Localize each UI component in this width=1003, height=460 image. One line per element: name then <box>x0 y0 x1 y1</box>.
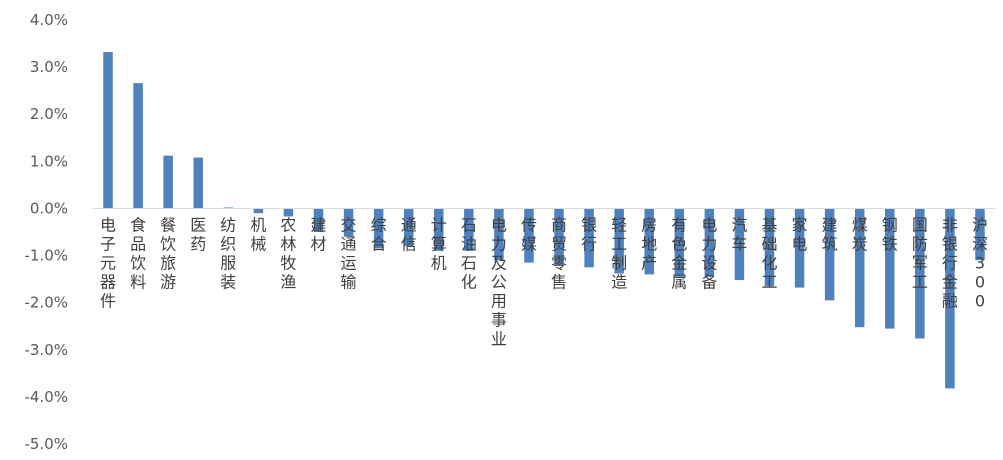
bar <box>554 208 564 265</box>
bar <box>824 208 835 301</box>
category-label: 钢铁 <box>882 215 898 253</box>
bar <box>764 208 775 287</box>
bar <box>283 208 294 217</box>
category-label: 电力设备 <box>701 215 717 291</box>
category-label: 非银行金融 <box>942 215 958 310</box>
y-tick-label: 2.0% <box>30 105 68 123</box>
category-label: 有色金属 <box>671 215 687 291</box>
bar <box>794 208 805 288</box>
bar <box>945 208 955 389</box>
bars <box>103 52 985 389</box>
y-tick-label: -2.0% <box>24 294 68 312</box>
category-label: 传媒 <box>521 215 537 253</box>
category-label: 医药 <box>190 215 206 253</box>
bar <box>193 157 203 209</box>
category-label: 餐饮旅游 <box>160 215 176 291</box>
bar <box>734 208 745 281</box>
category-label: 房地产 <box>641 215 657 272</box>
bar <box>854 208 865 328</box>
category-label: 沪深 3 0 0 <box>972 215 988 310</box>
category-label: 轻工制造 <box>611 215 627 291</box>
category-label: 煤炭 <box>852 215 868 253</box>
y-tick-label: 1.0% <box>30 152 68 170</box>
bar <box>644 208 654 275</box>
y-tick-label: -4.0% <box>24 388 68 406</box>
y-axis: 4.0% 3.0% 2.0% 1.0% 0.0% -1.0% -2.0% -3.0% -4.0%… <box>24 11 68 453</box>
category-label: 建筑 <box>822 215 838 253</box>
category-label: 基础化工 <box>761 215 777 291</box>
category-label: 银行 <box>581 215 597 253</box>
category-label: 商贸零售 <box>551 215 567 291</box>
category-label: 汽车 <box>731 215 747 253</box>
category-label: 机械 <box>250 215 266 253</box>
bar <box>524 208 534 263</box>
category-label: 农林牧渔 <box>280 215 296 291</box>
category-label: 交通运输 <box>341 215 357 291</box>
category-label: 石油石化 <box>461 215 477 291</box>
bar <box>313 208 324 232</box>
y-tick-label: 0.0% <box>30 199 68 217</box>
bar <box>614 208 624 274</box>
bar <box>464 208 474 251</box>
category-labels: 电子元器件食品饮料餐饮旅游医药纺织服装机械农林牧渔建材交通运输综合通信计算机石油… <box>100 215 988 348</box>
bar <box>343 208 354 237</box>
bar <box>373 208 384 249</box>
category-label: 综合 <box>371 215 387 253</box>
bar <box>253 208 264 214</box>
category-label: 电子元器件 <box>100 215 116 310</box>
y-tick-label: 3.0% <box>30 58 68 76</box>
bar <box>133 83 143 209</box>
bar <box>704 208 715 277</box>
y-tick-label: 4.0% <box>30 11 68 29</box>
category-label: 计算机 <box>431 215 447 272</box>
category-label: 电力及公用事业 <box>491 215 507 348</box>
bar <box>163 155 173 209</box>
bar <box>403 208 414 247</box>
bar <box>674 208 685 277</box>
bar <box>584 208 594 268</box>
y-tick-label: -1.0% <box>24 247 68 265</box>
bar <box>885 208 895 329</box>
bar <box>915 208 925 339</box>
category-label: 建材 <box>310 215 326 253</box>
category-label: 家电 <box>792 215 808 253</box>
category-label: 国防军工 <box>912 215 928 291</box>
bar <box>494 208 504 261</box>
bar <box>434 208 444 251</box>
category-label: 食品饮料 <box>130 215 146 291</box>
category-label: 纺织服装 <box>220 215 236 291</box>
y-tick-label: -5.0% <box>24 435 68 453</box>
bar <box>975 208 985 261</box>
y-tick-label: -3.0% <box>24 341 68 359</box>
bar <box>103 52 113 209</box>
category-label: 通信 <box>401 215 417 253</box>
